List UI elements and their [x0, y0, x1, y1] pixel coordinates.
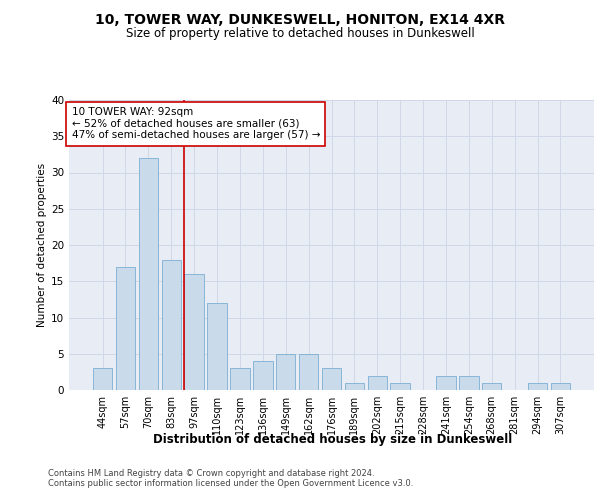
Bar [139, 158, 158, 390]
Bar [253, 361, 272, 390]
Bar [391, 383, 410, 390]
Text: Contains public sector information licensed under the Open Government Licence v3: Contains public sector information licen… [48, 479, 413, 488]
Bar [208, 303, 227, 390]
Bar [322, 368, 341, 390]
Bar [528, 383, 547, 390]
Bar [299, 354, 319, 390]
Bar [116, 267, 135, 390]
Text: Contains HM Land Registry data © Crown copyright and database right 2024.: Contains HM Land Registry data © Crown c… [48, 469, 374, 478]
Bar [459, 376, 479, 390]
Bar [344, 383, 364, 390]
Bar [230, 368, 250, 390]
Text: 10 TOWER WAY: 92sqm
← 52% of detached houses are smaller (63)
47% of semi-detach: 10 TOWER WAY: 92sqm ← 52% of detached ho… [71, 108, 320, 140]
Y-axis label: Number of detached properties: Number of detached properties [37, 163, 47, 327]
Bar [551, 383, 570, 390]
Text: Size of property relative to detached houses in Dunkeswell: Size of property relative to detached ho… [125, 28, 475, 40]
Bar [368, 376, 387, 390]
Text: Distribution of detached houses by size in Dunkeswell: Distribution of detached houses by size … [154, 432, 512, 446]
Bar [436, 376, 455, 390]
Bar [93, 368, 112, 390]
Bar [482, 383, 502, 390]
Bar [276, 354, 295, 390]
Text: 10, TOWER WAY, DUNKESWELL, HONITON, EX14 4XR: 10, TOWER WAY, DUNKESWELL, HONITON, EX14… [95, 12, 505, 26]
Bar [161, 260, 181, 390]
Bar [184, 274, 204, 390]
